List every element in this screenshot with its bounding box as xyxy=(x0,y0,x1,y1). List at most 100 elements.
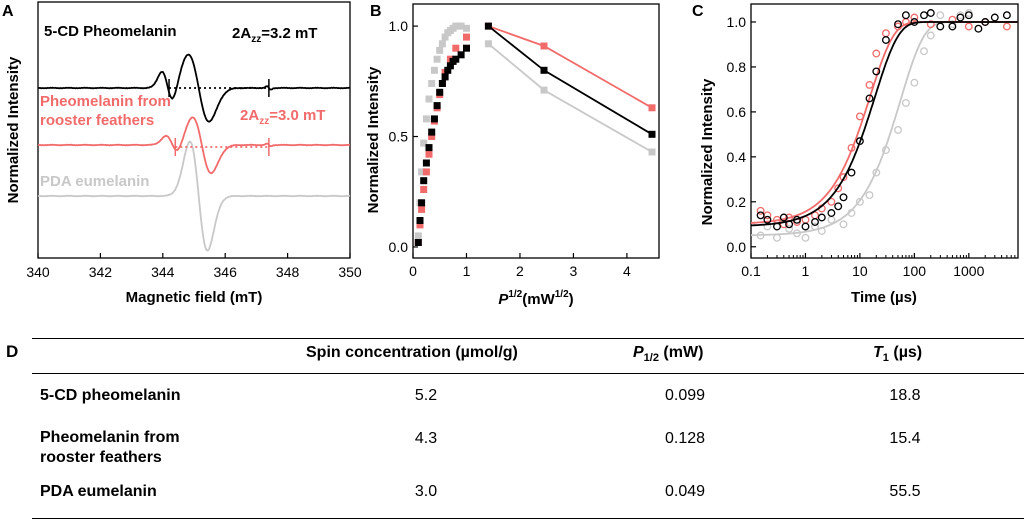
data-point-b-0 xyxy=(452,55,460,63)
data-point-c-0 xyxy=(817,213,826,222)
panel-c-ytick-label: 0.4 xyxy=(727,149,747,165)
data-point-c-0 xyxy=(865,94,874,103)
data-point-c-0 xyxy=(793,215,801,224)
data-point-c-0 xyxy=(956,13,965,22)
data-point-b-0 xyxy=(418,199,426,207)
data-point-b-0 xyxy=(428,128,436,136)
data-point-c-1 xyxy=(847,143,856,152)
spectrum-pheomelanin-rooster xyxy=(38,116,351,175)
data-point-b-0 xyxy=(420,177,428,185)
data-point-b-0 xyxy=(425,144,433,152)
data-point-c-2 xyxy=(936,11,945,20)
data-point-c-1 xyxy=(834,184,843,193)
panel-b-xtick-label: 2 xyxy=(516,263,524,279)
data-point-c-1 xyxy=(894,22,902,31)
data-point-b-1 xyxy=(648,104,656,112)
data-point-c-1 xyxy=(1002,22,1011,31)
data-point-b-1 xyxy=(463,33,470,41)
panel-b-ytick-label: 1.0 xyxy=(389,18,409,34)
table-header-rule xyxy=(32,373,1024,374)
data-point-b-1 xyxy=(418,205,426,213)
panel-c-ylabel: Normalized Intensity xyxy=(699,78,716,225)
data-point-c-0 xyxy=(785,220,794,229)
col-header-t1: T1 (µs) xyxy=(873,344,923,365)
panel-c-xtick-label: 10 xyxy=(852,263,868,279)
data-point-b-0 xyxy=(433,102,441,110)
cell-5cd-t1: 18.8 xyxy=(889,387,921,404)
annotation-2azz-3-2: 2Azz=3.2 mT xyxy=(232,25,317,45)
data-point-b-1 xyxy=(422,168,430,176)
panel-c-xlabel: Time (µs) xyxy=(851,289,917,306)
panel-a-xtick-label: 348 xyxy=(276,264,300,280)
data-point-c-0 xyxy=(981,18,990,26)
data-point-b-0 xyxy=(446,62,454,70)
data-point-b-0 xyxy=(430,115,438,123)
data-point-b-0 xyxy=(441,73,449,81)
table-top-rule xyxy=(32,338,1024,339)
data-point-b-1 xyxy=(425,150,433,158)
data-point-b-0 xyxy=(444,66,452,74)
data-point-b-2 xyxy=(648,148,656,156)
panel-c-xtick-label: 0.1 xyxy=(741,263,761,279)
data-point-c-0 xyxy=(1002,11,1011,20)
col-header-p12: P1/2 (mW) xyxy=(633,344,704,365)
label-pheomelanin-rooster-line1: Pheomelanin from xyxy=(40,93,171,110)
data-point-c-0 xyxy=(964,11,973,20)
data-point-c-0 xyxy=(779,213,788,222)
data-point-b-0 xyxy=(648,130,656,138)
panel-letter-c: C xyxy=(692,3,704,20)
col-header-spin: Spin concentration (µmol/g) xyxy=(306,344,518,361)
panel-c-ytick-label: 1.0 xyxy=(727,14,747,30)
data-point-b-1 xyxy=(416,221,424,229)
panel-b-xtick-label: 1 xyxy=(463,263,471,279)
cell-pda-spin: 3.0 xyxy=(414,483,438,500)
data-point-c-2 xyxy=(865,191,874,200)
data-point-b-2 xyxy=(438,40,446,48)
cell-5cd-spin: 5.2 xyxy=(414,387,438,404)
panel-c-ytick-label: 0.0 xyxy=(727,239,747,255)
spectrum-5cd-pheomelanin xyxy=(38,53,351,123)
data-point-c-1 xyxy=(964,22,973,31)
data-point-b-0 xyxy=(436,88,444,96)
panel-b-power-saturation: B Normalized Intensity P1/2(mW1/2) 0 1 2 3 4… xyxy=(365,3,660,308)
data-point-c-0 xyxy=(990,13,999,22)
cell-rooster-spin: 4.3 xyxy=(414,430,438,447)
data-point-b-2 xyxy=(422,115,430,123)
cell-rooster-t1: 15.4 xyxy=(889,430,921,447)
data-point-c-2 xyxy=(956,11,965,20)
data-point-c-0 xyxy=(894,20,902,29)
data-point-c-0 xyxy=(801,222,810,231)
row-label-5cd: 5-CD pheomelanin xyxy=(40,387,181,404)
data-point-c-2 xyxy=(872,168,881,177)
data-point-b-2 xyxy=(414,232,422,240)
data-point-b-2 xyxy=(540,86,548,94)
data-point-c-2 xyxy=(920,47,928,56)
data-point-c-0 xyxy=(827,209,836,217)
data-point-c-1 xyxy=(872,49,881,58)
data-point-c-2 xyxy=(926,31,935,40)
panel-d-table: Spin concentration (µmol/g) P1/2 (mW) T1… xyxy=(0,330,1024,524)
panel-b-ylabel: Normalized Intensity xyxy=(365,66,382,213)
data-point-c-0 xyxy=(948,22,957,31)
data-point-c-0 xyxy=(839,193,848,202)
panel-a-epr-spectra: A Normalized Intensity Magnetic field (m… xyxy=(2,1,362,306)
data-point-b-2 xyxy=(420,139,428,147)
data-point-c-0 xyxy=(910,18,919,26)
panel-c-xtick-label: 1 xyxy=(802,263,810,279)
data-point-b-2 xyxy=(441,33,449,41)
data-point-b-1 xyxy=(540,42,548,50)
panel-b-frame xyxy=(412,3,660,259)
data-point-c-2 xyxy=(811,222,819,231)
data-point-c-0 xyxy=(901,11,910,20)
row-label-pda: PDA eumelanin xyxy=(40,483,157,500)
data-point-b-0 xyxy=(416,217,424,224)
panel-letter-d: D xyxy=(6,342,19,361)
data-point-b-2 xyxy=(457,22,465,30)
data-point-b-1 xyxy=(428,133,436,140)
spectrum-pda-eumelanin xyxy=(38,140,351,252)
data-point-b-0 xyxy=(484,22,492,30)
panel-a-frame xyxy=(37,1,351,259)
cell-rooster-p12: 0.128 xyxy=(664,430,706,447)
data-point-c-2 xyxy=(894,125,902,134)
panel-c-ytick-label: 0.8 xyxy=(727,59,747,75)
